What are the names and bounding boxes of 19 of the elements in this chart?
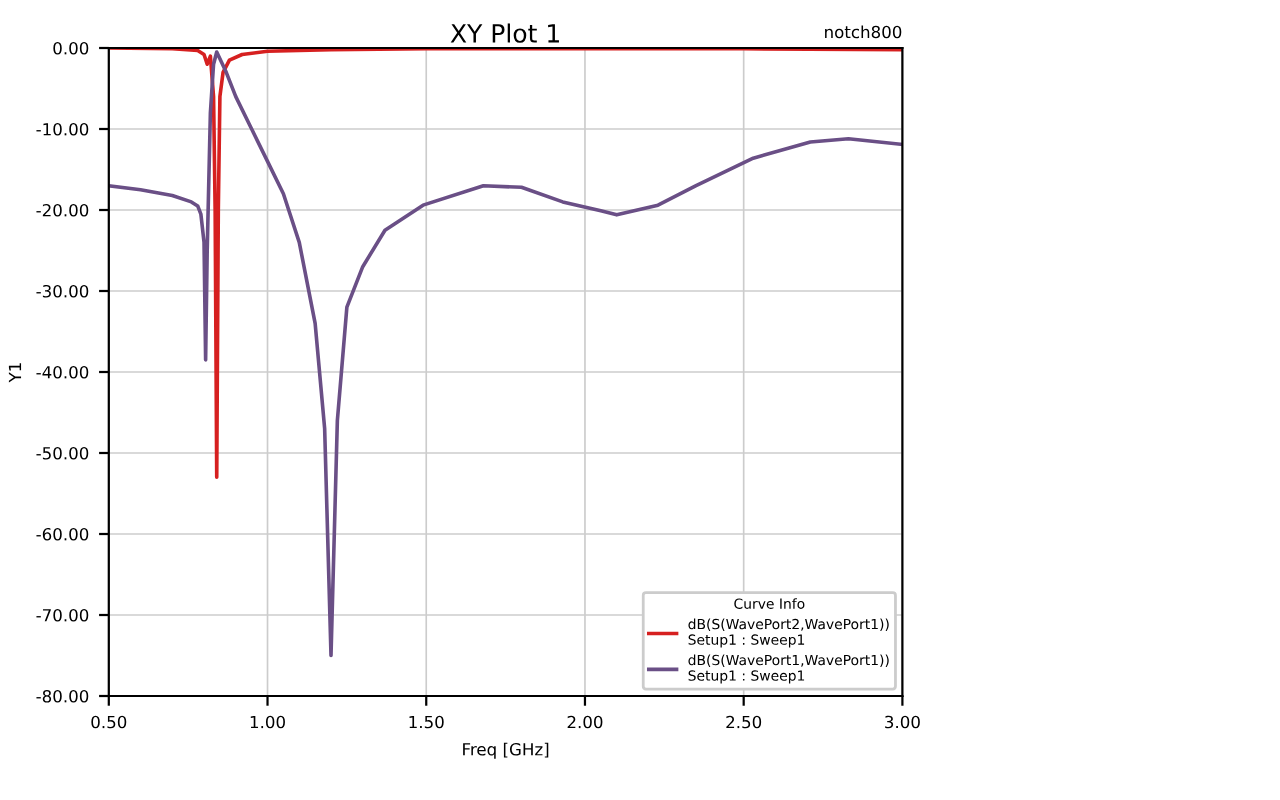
x-tick-label: 1.50 xyxy=(409,715,444,729)
x-tick-label: 2.50 xyxy=(726,715,762,729)
y-tick-label: -10.00 xyxy=(36,122,89,136)
y-tick-label: -20.00 xyxy=(36,203,89,217)
text: notch800 xyxy=(825,25,902,39)
y-tick-label: -50.00 xyxy=(36,446,89,460)
y-tick-label: 0.00 xyxy=(53,41,89,55)
x-tick-label: 1.00 xyxy=(250,715,285,729)
y-axis-title: Y1 xyxy=(8,363,22,383)
x-tick-label: 0.50 xyxy=(91,715,127,729)
y-tick-label: -60.00 xyxy=(36,527,89,541)
x-tick-label: 2.00 xyxy=(567,715,603,729)
chart-title: XY Plot 1 xyxy=(450,23,559,43)
y-tick-label: -80.00 xyxy=(36,689,89,703)
y-tick-label: -70.00 xyxy=(36,608,89,622)
x-axis-title: Freq [GHz] xyxy=(463,742,549,759)
y-tick-label: -30.00 xyxy=(36,284,89,298)
y-tick-label: -40.00 xyxy=(36,365,89,379)
x-tick-label: 3.00 xyxy=(885,715,920,729)
